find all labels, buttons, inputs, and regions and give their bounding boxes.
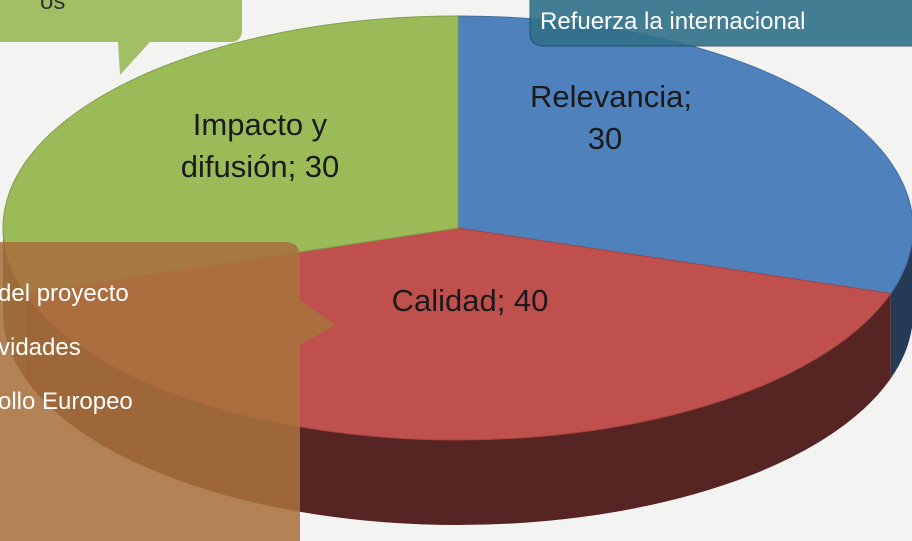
chart: [0, 0, 912, 541]
annotation: os: [40, 0, 65, 16]
data-label: Impacto y difusión; 30: [150, 104, 370, 188]
annotation: ollo Europeo: [0, 388, 133, 416]
annotation: Refuerza la internacional: [540, 8, 806, 36]
page: os Refuerza la internacional del proyect…: [0, 0, 912, 541]
data-label: Calidad; 40: [340, 280, 600, 322]
annotation: del proyecto: [0, 280, 129, 308]
annotation: vidades: [0, 334, 81, 362]
data-label: Relevancia; 30: [530, 76, 680, 160]
